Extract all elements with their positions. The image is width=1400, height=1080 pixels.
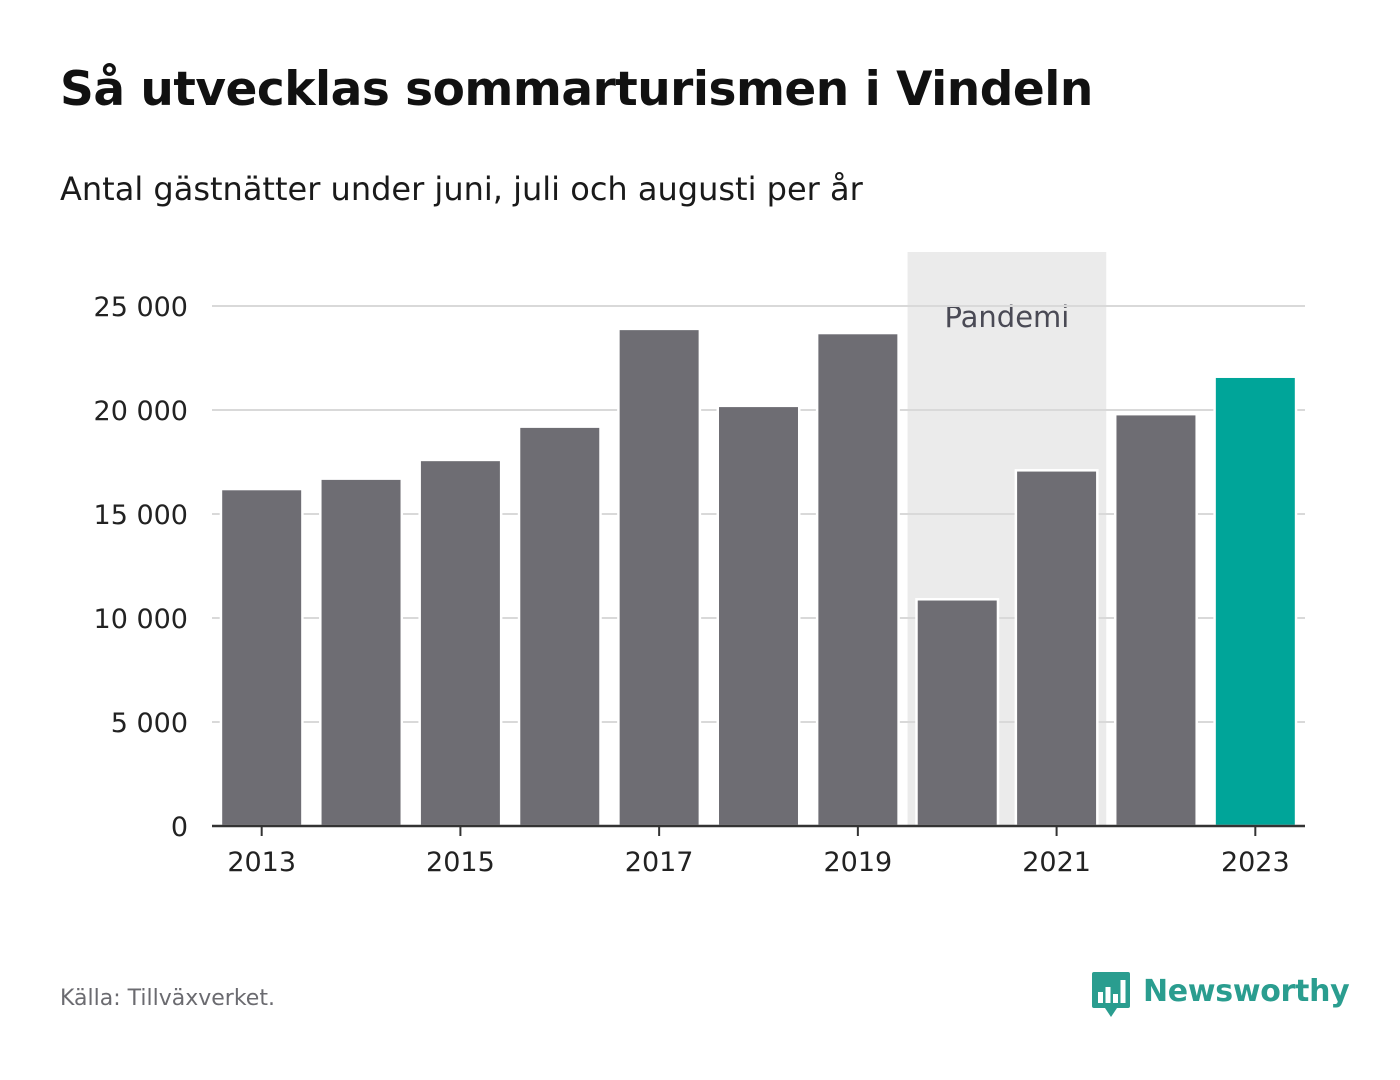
bar-2013 bbox=[219, 487, 304, 828]
bar-2019 bbox=[815, 331, 900, 828]
bar-2014 bbox=[319, 477, 404, 828]
bar-2022 bbox=[1113, 412, 1198, 828]
bar-2018 bbox=[716, 404, 801, 828]
chart-title: Så utvecklas sommarturismen i Vindeln bbox=[60, 62, 1093, 117]
chart-subtitle: Antal gästnätter under juni, juli och au… bbox=[60, 170, 863, 208]
label-layer: 0 5 000 10 000 15 000 20 000 25 000 2013 2015 20… bbox=[94, 292, 1290, 878]
bar-2020 bbox=[915, 598, 1000, 828]
x-tick-label: 2021 bbox=[1022, 847, 1091, 878]
bar-2023 bbox=[1213, 375, 1298, 828]
bar-2016 bbox=[517, 425, 602, 828]
axis-layer bbox=[212, 824, 1305, 836]
x-tick-label: 2019 bbox=[824, 847, 893, 878]
bar-chart-speech-bubble-icon bbox=[1092, 972, 1130, 1017]
y-tick-label: 25 000 bbox=[94, 292, 188, 323]
bar-2021 bbox=[1014, 469, 1099, 828]
brand-name: Newsworthy bbox=[1143, 973, 1350, 1009]
x-tick-label: 2017 bbox=[625, 847, 694, 878]
y-tick-label: 0 bbox=[171, 812, 188, 843]
x-tick-label: 2013 bbox=[227, 847, 296, 878]
bar-layer bbox=[219, 327, 1298, 828]
y-tick-label: 10 000 bbox=[94, 604, 188, 635]
x-tick-label: 2023 bbox=[1221, 847, 1290, 878]
bar-2017 bbox=[617, 327, 702, 828]
y-tick-label: 20 000 bbox=[94, 396, 188, 427]
x-tick-label: 2015 bbox=[426, 847, 495, 878]
source-note: Källa: Tillväxverket. bbox=[60, 986, 275, 1011]
y-tick-label: 5 000 bbox=[111, 708, 188, 739]
y-tick-label: 15 000 bbox=[94, 500, 188, 531]
brand-logo: Newsworthy bbox=[1091, 970, 1350, 1020]
bar-2015 bbox=[418, 458, 503, 828]
